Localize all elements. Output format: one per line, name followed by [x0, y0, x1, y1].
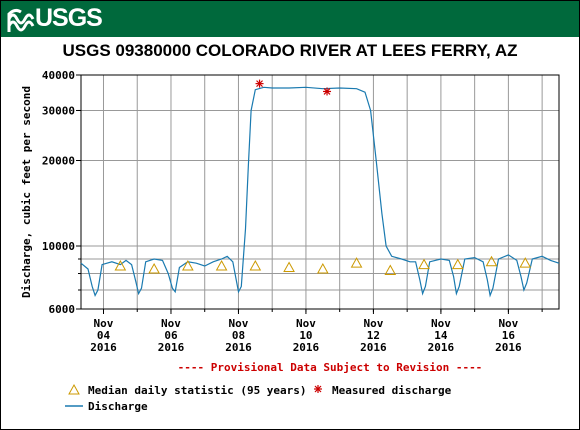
y-tick-label: 40000 [42, 69, 75, 82]
chart-title: USGS 09380000 COLORADO RIVER AT LEES FER… [62, 41, 518, 60]
x-tick-label: 2016 [360, 341, 387, 354]
legend-asterisk-icon [314, 385, 322, 393]
median-point [350, 257, 363, 268]
x-tick-label: 12 [367, 329, 380, 342]
x-tick-label: 2016 [90, 341, 117, 354]
x-tick-label: 08 [232, 329, 245, 342]
plot-border [80, 74, 560, 310]
median-point [249, 260, 262, 271]
x-tick-label: Nov [229, 317, 249, 330]
legend-label: Median daily statistic (95 years) [88, 384, 307, 397]
x-tick-label: 04 [97, 329, 111, 342]
x-tick-label: 2016 [428, 341, 455, 354]
provisional-note: ---- Provisional Data Subject to Revisio… [178, 361, 483, 374]
median-point [316, 262, 329, 274]
y-tick-label: 20000 [42, 154, 75, 167]
median-point [519, 257, 532, 268]
x-tick-label: 2016 [495, 341, 522, 354]
legend-triangle-icon [68, 383, 80, 395]
x-tick-label: Nov [431, 317, 451, 330]
legend-label: Discharge [88, 400, 148, 413]
x-tick-label: 2016 [158, 341, 185, 354]
usgs-logo-icon [7, 8, 35, 32]
agency-logo-text: USGS [35, 4, 103, 32]
y-tick-label: 6000 [49, 303, 76, 316]
median-point [181, 260, 194, 271]
y-axis-label: Discharge, cubic feet per second [20, 86, 33, 298]
median-point [384, 264, 397, 275]
x-tick-label: Nov [94, 317, 114, 330]
x-tick-label: Nov [363, 317, 383, 330]
median-point [148, 262, 160, 274]
discharge-line [80, 86, 560, 298]
x-tick-label: Nov [161, 317, 181, 330]
usgs-banner: USGS [1, 1, 579, 37]
x-tick-label: 16 [502, 329, 516, 342]
median-point [451, 258, 464, 270]
x-tick-label: 10 [299, 329, 312, 342]
x-tick-label: 06 [164, 329, 178, 342]
x-tick-label: 2016 [225, 341, 252, 354]
measured-point [323, 87, 332, 96]
median-point [215, 260, 228, 271]
median-point [283, 261, 295, 272]
y-tick-label: 30000 [42, 104, 75, 117]
x-tick-label: 2016 [293, 341, 320, 354]
x-tick-label: Nov [498, 317, 518, 330]
median-point [418, 258, 430, 270]
median-point [114, 260, 127, 271]
measured-point [255, 79, 264, 88]
median-point [485, 255, 498, 267]
x-tick-label: 14 [434, 329, 448, 342]
legend-label: Measured discharge [332, 384, 452, 397]
x-tick-label: Nov [296, 317, 316, 330]
y-tick-label: 10000 [42, 240, 75, 253]
